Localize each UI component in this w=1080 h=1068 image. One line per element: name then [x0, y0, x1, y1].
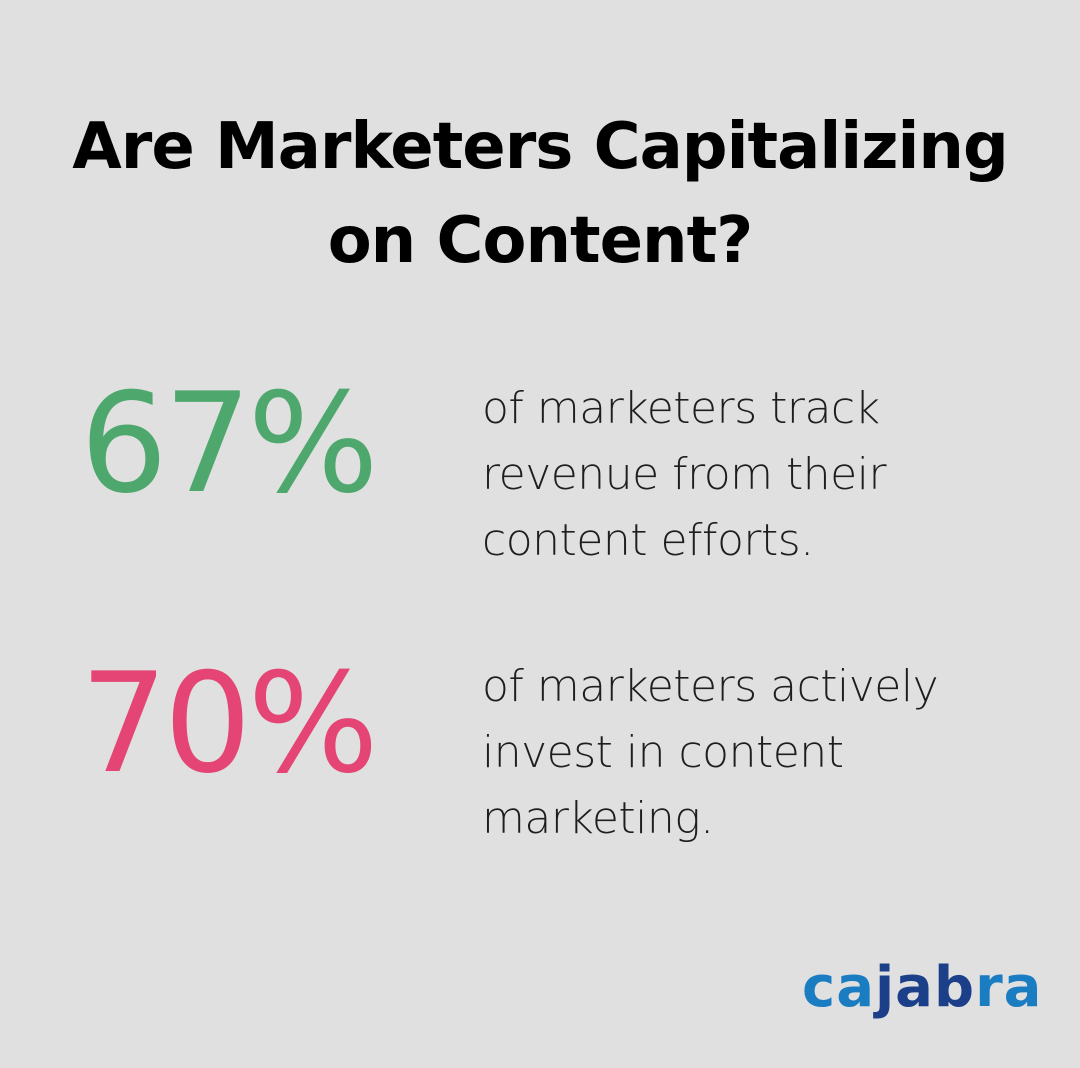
title-line-2: on Content?	[327, 204, 754, 278]
stat-value-revenue-tracking: 67%	[80, 363, 379, 524]
stat-text-line: of marketers actively	[482, 661, 939, 712]
stat-value-content-investment: 70%	[80, 643, 379, 804]
logo-part-2: jab	[874, 955, 976, 1020]
stat-description-revenue-tracking: of marketers track revenue from their co…	[482, 376, 1002, 574]
logo-part-1: ca	[802, 955, 875, 1020]
stat-text-line: of marketers track	[482, 383, 880, 434]
page-title: Are Marketers Capitalizing on Content?	[0, 100, 1080, 288]
stat-text-line: revenue from their	[482, 449, 887, 500]
cajabra-logo: cajabra	[802, 955, 1042, 1020]
stat-text-line: marketing.	[482, 793, 714, 844]
stat-text-line: invest in content	[482, 727, 844, 778]
logo-part-3: ra	[975, 955, 1043, 1020]
title-line-1: Are Marketers Capitalizing	[72, 110, 1009, 184]
stat-description-content-investment: of marketers actively invest in content …	[482, 654, 1002, 852]
stat-text-line: content efforts.	[482, 515, 814, 566]
